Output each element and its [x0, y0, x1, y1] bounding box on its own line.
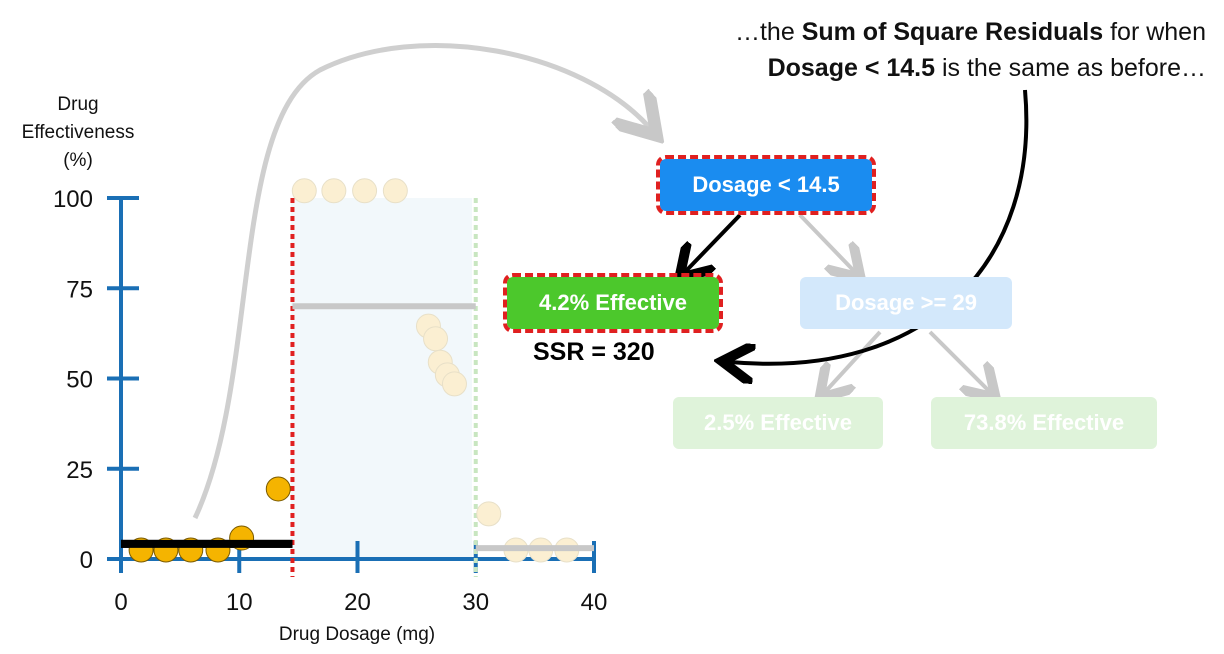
data-point [265, 476, 291, 502]
tree-left-leaf: 4.2% Effective [503, 273, 723, 333]
y-tick-label: 75 [66, 276, 93, 303]
axes: 0 25 50 75 100 0 10 20 30 40 [53, 186, 607, 616]
tree-root-node: Dosage < 14.5 [656, 155, 876, 215]
caption: …the Sum of Square Residuals for when Do… [734, 18, 1206, 82]
y-tick-label: 25 [66, 457, 93, 484]
y-axis-label-line2: Effectiveness [22, 122, 135, 143]
gray-curve-arrow [192, 43, 650, 520]
faded-data-point [423, 326, 449, 352]
y-tick-label: 50 [66, 367, 93, 394]
faded-data-point [382, 178, 408, 204]
edge-right-rr [928, 330, 990, 392]
x-tick-label: 0 [114, 589, 127, 616]
tree-leaf-73-8: 73.8% Effective [931, 397, 1157, 449]
faded-data-point [291, 178, 317, 204]
y-axis-label-line1: Drug [57, 94, 98, 115]
tree-leaf-2-5: 2.5% Effective [673, 397, 883, 449]
faded-data-point [321, 178, 347, 204]
x-axis-label: Drug Dosage (mg) [279, 624, 435, 645]
edge-root-left [685, 213, 742, 272]
x-tick-label: 20 [344, 589, 371, 616]
y-tick-label: 0 [80, 547, 93, 574]
chart-marks [121, 178, 594, 577]
x-tick-label: 30 [462, 589, 489, 616]
edge-root-right [798, 213, 855, 272]
x-tick-label: 40 [581, 589, 608, 616]
y-axis-label-line3: (%) [63, 150, 93, 171]
tree-right-node: Dosage >= 29 [800, 277, 1012, 329]
x-tick-label: 10 [226, 589, 253, 616]
faded-data-point [441, 371, 467, 397]
faded-data-point [352, 178, 378, 204]
y-tick-label: 100 [53, 186, 93, 213]
ssr-label: SSR = 320 [533, 338, 655, 366]
faded-data-point [476, 501, 502, 527]
edge-right-ll [825, 330, 882, 392]
